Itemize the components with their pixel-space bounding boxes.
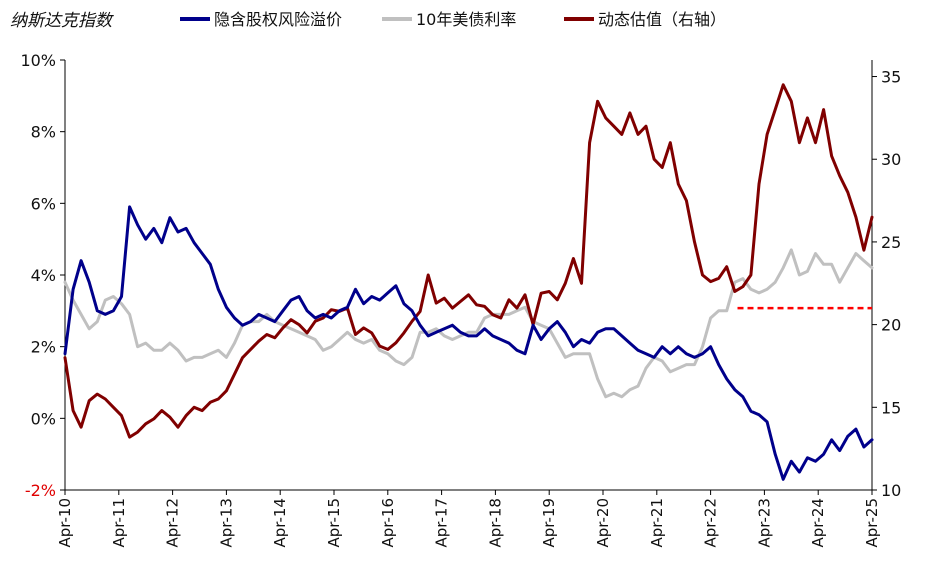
left-tick-label: 10% bbox=[20, 51, 56, 70]
right-axis-ticks: 10 15 20 25 30 35 bbox=[872, 68, 901, 500]
series-line-erp bbox=[63, 205, 874, 481]
chart-title: 纳斯达克指数 bbox=[10, 11, 114, 31]
legend-item-us10y: 10年美债利率 bbox=[382, 10, 516, 29]
x-tick-label: Apr-16 bbox=[379, 498, 397, 548]
left-tick-label: 2% bbox=[31, 338, 56, 357]
x-tick-label: Apr-23 bbox=[755, 498, 773, 548]
x-tick-label: Apr-24 bbox=[809, 498, 827, 548]
left-tick-label: 6% bbox=[31, 194, 56, 213]
right-tick-label: 10 bbox=[881, 481, 901, 500]
x-tick-label: Apr-11 bbox=[110, 498, 128, 548]
x-tick-label: Apr-17 bbox=[433, 498, 451, 548]
legend-label-erp: 隐含股权风险溢价 bbox=[214, 10, 342, 29]
right-tick-label: 20 bbox=[881, 316, 901, 335]
x-tick-label: Apr-18 bbox=[486, 498, 504, 547]
left-tick-label: 0% bbox=[31, 409, 56, 428]
legend-label-us10y: 10年美债利率 bbox=[416, 10, 516, 29]
x-tick-label: Apr-25 bbox=[863, 498, 881, 548]
series-line-us10y bbox=[63, 248, 874, 399]
x-tick-label: Apr-19 bbox=[540, 498, 558, 548]
left-tick-label: -2% bbox=[25, 481, 56, 500]
legend-item-pe: 动态估值（右轴） bbox=[564, 10, 726, 29]
x-tick-label: Apr-20 bbox=[594, 498, 612, 548]
left-axis-ticks: -2% 0% 2% 4% 6% 8% 10% bbox=[20, 51, 65, 500]
series-line-pe bbox=[63, 83, 874, 439]
x-tick-label: Apr-13 bbox=[217, 498, 235, 548]
series-layer bbox=[63, 83, 874, 481]
x-tick-label: Apr-10 bbox=[56, 498, 74, 548]
x-tick-label: Apr-15 bbox=[325, 498, 343, 548]
right-tick-label: 30 bbox=[881, 150, 901, 169]
x-tick-label: Apr-12 bbox=[164, 498, 182, 548]
left-tick-label: 8% bbox=[31, 123, 56, 142]
x-tick-label: Apr-22 bbox=[702, 498, 720, 548]
right-tick-label: 35 bbox=[881, 68, 901, 87]
right-tick-label: 25 bbox=[881, 233, 901, 252]
legend-item-erp: 隐含股权风险溢价 bbox=[180, 10, 342, 29]
x-axis-ticks: Apr-10 Apr-11 Apr-12 Apr-13 Apr-14 Apr-15 Apr-… bbox=[56, 490, 881, 548]
x-tick-label: Apr-14 bbox=[271, 498, 289, 548]
x-tick-label: Apr-21 bbox=[648, 498, 666, 548]
left-tick-label: 4% bbox=[31, 266, 56, 285]
legend-label-pe: 动态估值（右轴） bbox=[598, 10, 726, 29]
right-tick-label: 15 bbox=[881, 398, 901, 417]
legend: 隐含股权风险溢价 10年美债利率 动态估值（右轴） bbox=[180, 10, 726, 29]
